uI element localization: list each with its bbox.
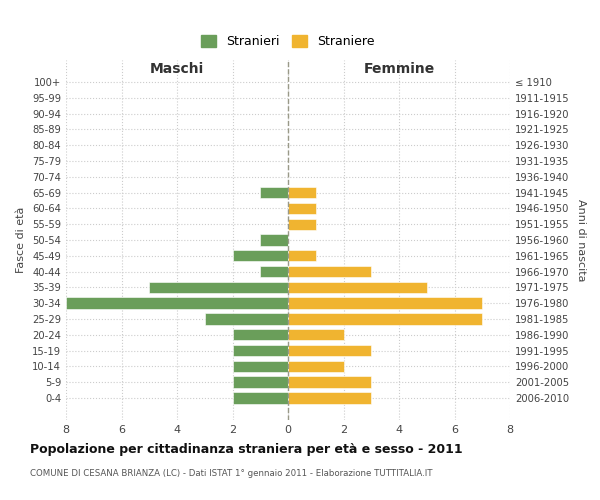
Text: Maschi: Maschi — [150, 62, 204, 76]
Text: COMUNE DI CESANA BRIANZA (LC) - Dati ISTAT 1° gennaio 2011 - Elaborazione TUTTIT: COMUNE DI CESANA BRIANZA (LC) - Dati IST… — [30, 468, 433, 477]
Y-axis label: Fasce di età: Fasce di età — [16, 207, 26, 273]
Bar — [66, 298, 288, 309]
Bar — [233, 360, 288, 372]
Bar — [288, 360, 343, 372]
Bar — [288, 314, 482, 324]
Bar — [288, 282, 427, 293]
Legend: Stranieri, Straniere: Stranieri, Straniere — [196, 30, 380, 53]
Bar — [288, 202, 316, 214]
Bar — [288, 266, 371, 278]
Bar — [260, 266, 288, 278]
Text: Femmine: Femmine — [364, 62, 434, 76]
Bar — [233, 329, 288, 340]
Bar — [233, 345, 288, 356]
Bar — [288, 250, 316, 262]
Text: Popolazione per cittadinanza straniera per età e sesso - 2011: Popolazione per cittadinanza straniera p… — [30, 442, 463, 456]
Bar — [233, 376, 288, 388]
Bar — [233, 392, 288, 404]
Bar — [288, 218, 316, 230]
Y-axis label: Anni di nascita: Anni di nascita — [576, 198, 586, 281]
Bar — [288, 345, 371, 356]
Bar — [288, 392, 371, 404]
Bar — [233, 250, 288, 262]
Bar — [205, 314, 288, 324]
Bar — [288, 298, 482, 309]
Bar — [288, 329, 343, 340]
Bar — [149, 282, 288, 293]
Bar — [288, 187, 316, 198]
Bar — [288, 376, 371, 388]
Bar — [260, 187, 288, 198]
Bar — [260, 234, 288, 246]
